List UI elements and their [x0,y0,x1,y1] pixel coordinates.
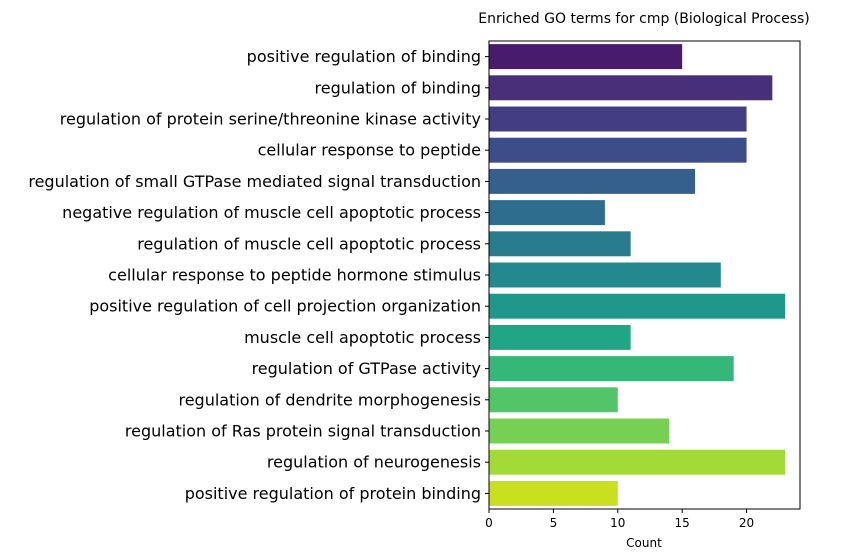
category-label: regulation of binding [315,78,482,97]
x-axis-ticks: 0 5 10 15 20 [485,509,754,530]
category-label: muscle cell apoptotic process [244,328,481,347]
category-label: regulation of Ras protein signal transdu… [125,422,481,441]
category-label: regulation of neurogenesis [267,453,481,472]
category-label: regulation of muscle cell apoptotic proc… [137,234,481,253]
bar [489,137,747,163]
x-tick-label: 15 [675,516,690,530]
bar [489,168,696,194]
category-label: cellular response to peptide hormone sti… [108,266,481,285]
x-tick-label: 10 [610,516,625,530]
bar [489,387,618,413]
category-label: regulation of GTPase activity [252,359,481,378]
x-axis-title: Count [626,536,662,550]
bar [489,44,683,70]
plot-frame [488,40,801,510]
category-label: regulation of small GTPase mediated sign… [28,172,481,191]
bar [489,200,605,226]
bar [489,293,786,319]
bar [489,480,618,506]
category-label: regulation of protein serine/threonine k… [60,110,481,129]
category-label: positive regulation of binding [247,47,481,66]
bar [489,356,734,382]
bar [489,75,773,101]
chart-title: Enriched GO terms for cmp (Biological Pr… [478,11,810,27]
x-tick-label: 0 [485,516,493,530]
category-label: positive regulation of protein binding [185,484,481,503]
category-labels: positive regulation of binding regulation… [28,47,489,503]
category-label: negative regulation of muscle cell apopt… [62,203,481,222]
bar [489,106,747,132]
category-label: regulation of dendrite morphogenesis [178,390,481,409]
bar [489,231,631,257]
x-tick-label: 20 [739,516,754,530]
bar [489,262,721,288]
category-label: positive regulation of cell projection o… [89,297,481,316]
x-tick-label: 5 [550,516,558,530]
category-label: cellular response to peptide [258,141,481,160]
bar [489,418,670,444]
bar [489,449,786,475]
bar [489,324,631,350]
bars-group [489,44,786,506]
